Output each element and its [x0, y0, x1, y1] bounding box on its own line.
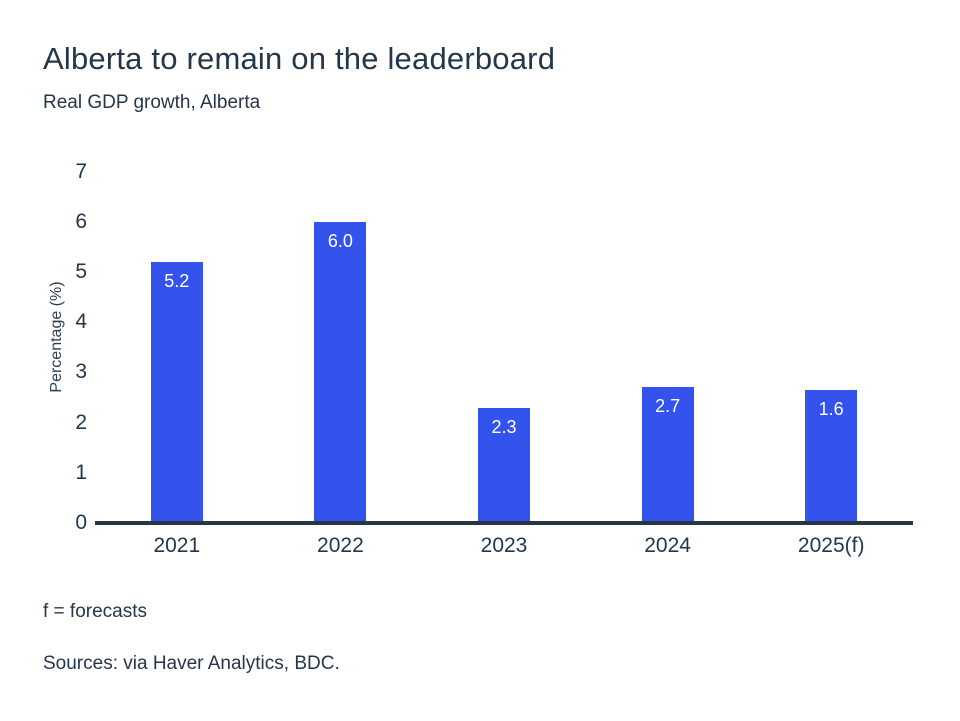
- x-tick-label: 2024: [644, 534, 691, 557]
- bar-value-label: 2.7: [655, 396, 681, 417]
- bar-2021: 5.2: [150, 261, 203, 523]
- x-axis-line: [95, 521, 913, 525]
- bar-2025(f): 1.6: [805, 389, 858, 523]
- x-tick-label: 2022: [317, 534, 364, 557]
- x-tick-label: 2025(f): [797, 534, 865, 557]
- y-tick-label: 3: [75, 360, 87, 384]
- x-tick-label: 2023: [480, 534, 528, 557]
- bar-value-label: 1.6: [818, 398, 844, 419]
- chart-title: Alberta to remain on the leaderboard: [43, 41, 556, 76]
- bar-value-label: 2.3: [491, 416, 517, 437]
- y-tick-label: 5: [75, 260, 87, 283]
- bar-2023: 2.3: [478, 407, 530, 523]
- sources-note: Sources: via Haver Analytics, BDC.: [43, 653, 340, 674]
- forecast-note: f = forecasts: [43, 601, 148, 622]
- x-tick-label: 2021: [153, 534, 201, 557]
- y-tick-label: 2: [75, 410, 87, 434]
- bar-value-label: 5.2: [164, 270, 190, 291]
- y-tick-label: 4: [75, 310, 87, 334]
- y-tick-label: 0: [75, 511, 87, 534]
- bar-2022: 6.0: [314, 221, 367, 523]
- bar-2024: 2.7: [641, 387, 694, 523]
- y-tick-label: 7: [75, 159, 87, 183]
- chart-subtitle: Real GDP growth, Alberta: [43, 92, 261, 113]
- y-tick-label: 1: [75, 460, 87, 484]
- bar-value-label: 6.0: [327, 230, 353, 251]
- y-tick-label: 6: [75, 209, 87, 233]
